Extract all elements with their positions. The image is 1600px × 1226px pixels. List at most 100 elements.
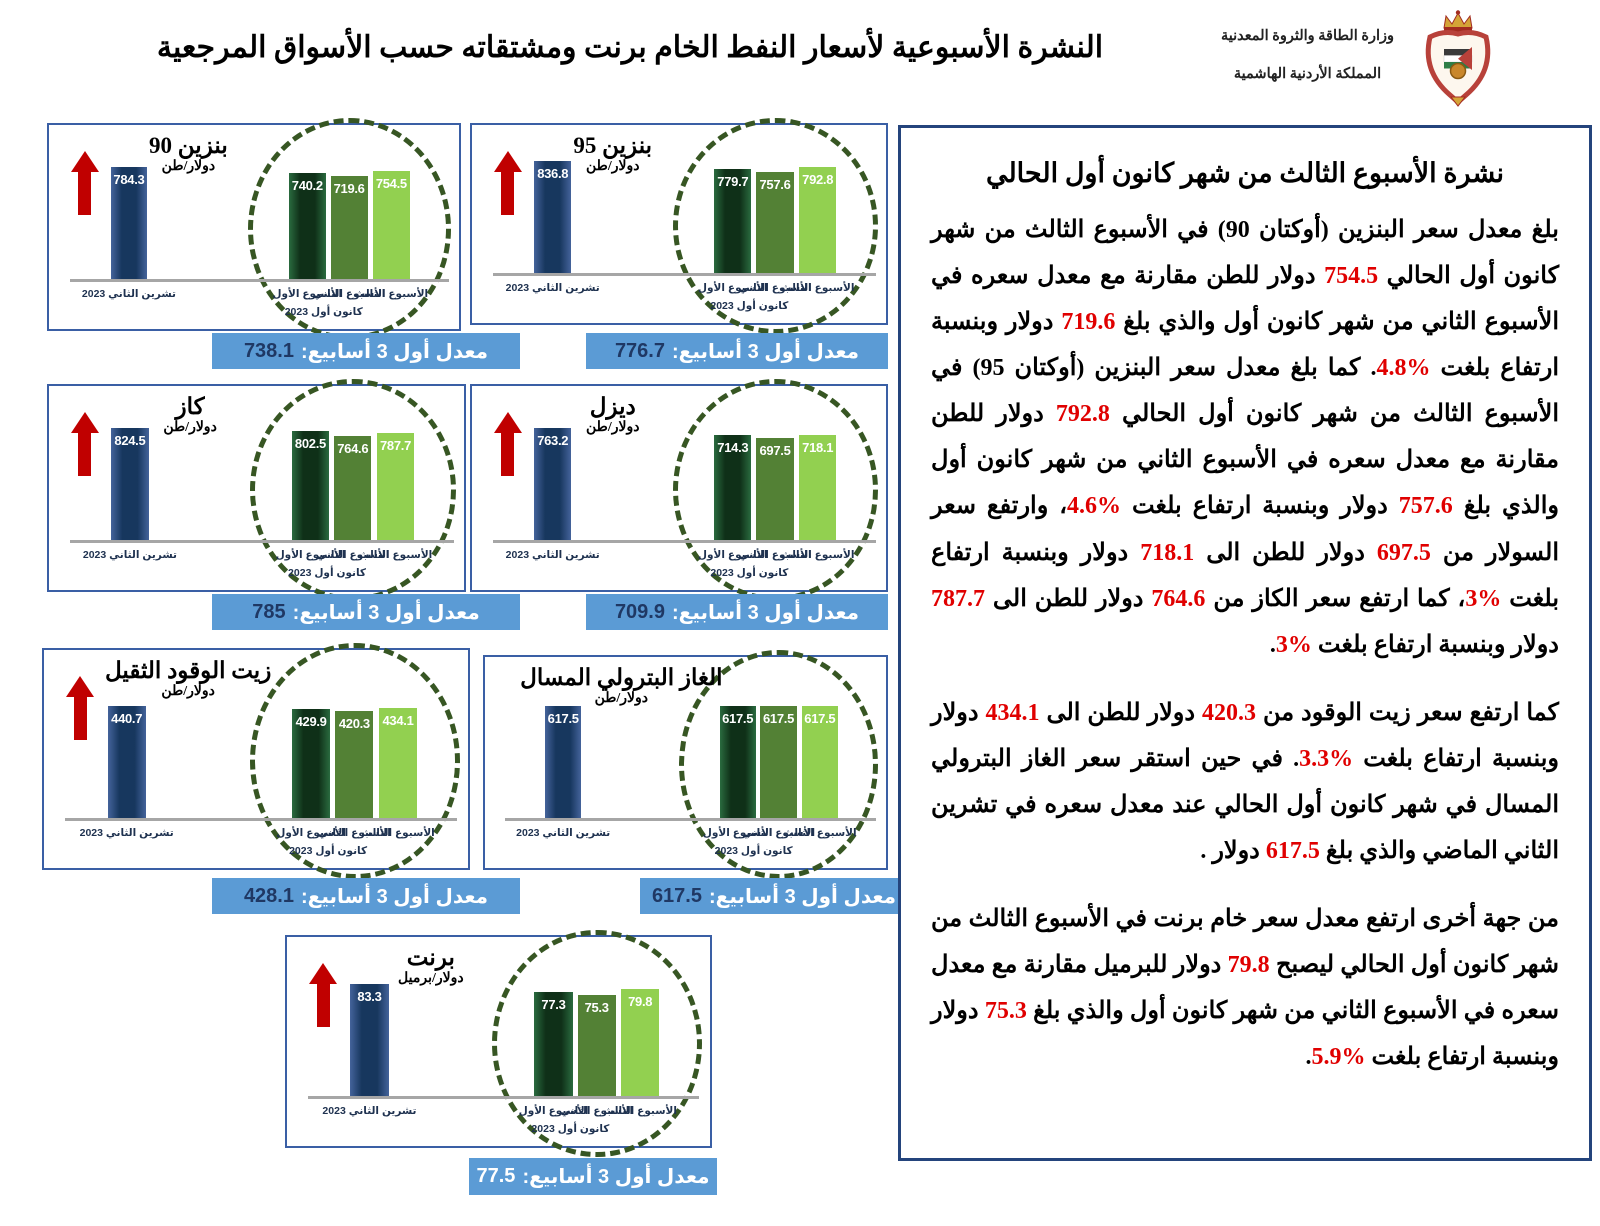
- avg-banner-lpg: معدل أول 3 أسابيع: 617.5: [640, 878, 908, 914]
- bar-value: 83.3: [357, 989, 382, 1004]
- bar-value: 784.3: [113, 172, 145, 187]
- x-label-week-1: الأسبوع الأول: [276, 827, 346, 839]
- panel-paragraph: كما ارتفع سعر زيت الوقود من 420.3 دولار …: [931, 690, 1559, 874]
- bar-week-3: 754.5: [372, 171, 410, 279]
- avg-banner-kerosene: معدل أول 3 أسابيع: 785: [212, 594, 520, 630]
- x-label-week-3: الأسبوع الثالث: [780, 282, 855, 294]
- chart-title: الغاز البترولي المسال دولار/طن: [493, 665, 750, 708]
- x-label-nov: تشرين الثاني 2023: [516, 827, 611, 839]
- highlighted-number: 792.8: [1055, 401, 1110, 428]
- bar-week-2: 697.5: [756, 438, 794, 540]
- highlighted-number: 764.6: [1151, 585, 1206, 612]
- x-label-nov: تشرين الثاني 2023: [82, 549, 177, 561]
- bar-value: 429.9: [295, 714, 327, 729]
- x-label-dec: كانون أول 2023: [288, 567, 367, 579]
- avg-banner-benzene-95: معدل أول 3 أسابيع: 776.7: [586, 333, 888, 369]
- avg-label: معدل أول 3 أسابيع:: [522, 1166, 710, 1188]
- bar-nov: 83.3: [350, 984, 389, 1096]
- x-label-week-1: الأسبوع الأول: [697, 549, 768, 561]
- highlighted-number: 757.6: [1398, 493, 1453, 520]
- x-label-week-2: الأسبوع الثاني: [560, 1105, 634, 1117]
- avg-label: معدل أول 3 أسابيع:: [301, 340, 489, 363]
- x-label-dec: كانون أول 2023: [710, 567, 789, 579]
- chart-unit: دولار/طن: [161, 684, 215, 700]
- bar-value: 802.5: [294, 436, 326, 451]
- bar-week-2: 420.3: [335, 711, 374, 818]
- avg-value: 709.9: [614, 600, 665, 623]
- bar-week-2: 617.5: [760, 706, 797, 818]
- highlighted-number: 617.5: [1265, 838, 1320, 865]
- bar-nov: 440.7: [107, 706, 146, 818]
- bar-value: 617.5: [547, 711, 579, 726]
- paragraph-text: دولار للطن الى: [985, 585, 1152, 612]
- avg-label: معدل أول 3 أسابيع:: [672, 340, 860, 363]
- up-arrow-icon: [308, 963, 338, 1027]
- bar-value: 836.8: [537, 166, 569, 181]
- bar-value: 617.5: [763, 711, 795, 726]
- highlighted-number: 787.7: [931, 585, 985, 612]
- bar-value: 697.5: [759, 443, 791, 458]
- paragraph-text: .: [1305, 1044, 1312, 1071]
- bar-nov: 836.8: [534, 161, 572, 273]
- x-label-week-2: الأسبوع الثاني: [316, 549, 390, 561]
- bar-week-1: 429.9: [292, 709, 331, 818]
- bar-week-2: 764.6: [334, 436, 372, 540]
- bar-week-3: 787.7: [376, 433, 415, 540]
- axis-line: [492, 273, 876, 276]
- x-label-week-2: الأسبوع الثاني: [738, 549, 812, 561]
- x-label-week-1: الأسبوع الأول: [702, 827, 773, 839]
- highlighted-number: %3: [1465, 585, 1502, 612]
- bar-week-1: 779.7: [714, 169, 752, 273]
- bar-week-1: 617.5: [719, 706, 756, 818]
- highlighted-number: 719.6: [1061, 309, 1116, 336]
- bar-value: 79.8: [628, 994, 653, 1009]
- paragraph-text: دولار وبنسبة ارتفاع بلغت: [931, 309, 1560, 382]
- bar-nov: 763.2: [534, 428, 572, 540]
- x-label-nov: تشرين الثاني 2023: [81, 288, 176, 300]
- chart-title: برنت دولار/برميل: [295, 945, 566, 988]
- chart-unit: دولار/طن: [586, 159, 640, 175]
- x-label-week-2: الأسبوع الثاني: [742, 827, 816, 839]
- x-label-week-3: الأسبوع الثالث: [603, 1105, 677, 1117]
- x-label-week-3: الأسبوع الثالث: [358, 549, 433, 561]
- bar-value: 719.6: [333, 181, 365, 196]
- avg-banner-benzene-90: معدل أول 3 أسابيع: 738.1: [212, 333, 520, 369]
- x-label-week-1: الأسبوع الأول: [275, 549, 346, 561]
- avg-value: 738.1: [243, 339, 294, 362]
- highlighted-number: %5.9: [1311, 1044, 1366, 1071]
- chart-unit: دولار/طن: [594, 691, 649, 707]
- x-label-week-3: الأسبوع الثالث: [780, 549, 855, 561]
- bar-week-2: 719.6: [330, 176, 368, 279]
- chart-panel-kerosene: كاز دولار/طن 824.5 802.5 764.6 787.7 تشر…: [47, 379, 466, 601]
- axis-line: [69, 279, 449, 282]
- chart-unit: دولار/طن: [161, 159, 216, 175]
- avg-label: معدل أول 3 أسابيع:: [301, 885, 489, 908]
- bar-week-1: 77.3: [534, 992, 573, 1096]
- paragraph-text: دولار وبنسبة ارتفاع بلغت: [1311, 631, 1559, 658]
- chart-title: بنزين 95 دولار/طن: [480, 133, 745, 176]
- paragraph-text: دولار وبنسبة ارتفاع بلغت: [931, 699, 1560, 772]
- chart-panel-diesel: ديزل دولار/طن 763.2 714.3 697.5 718.1 تش…: [470, 379, 888, 601]
- page-title: النشرة الأسبوعية لأسعار النفط الخام برنت…: [156, 31, 1104, 64]
- summary-heading: نشرة الأسبوع الثالث من شهر كانون أول الح…: [985, 158, 1505, 188]
- bar-nov: 784.3: [110, 167, 148, 279]
- avg-value: 785: [252, 600, 286, 623]
- chart-title: كاز دولار/طن: [57, 394, 323, 437]
- paragraph-text: دولار وبنسبة ارتفاع بلغت: [931, 539, 1559, 612]
- avg-label: معدل أول 3 أسابيع:: [292, 601, 480, 624]
- bar-value: 779.7: [717, 174, 749, 189]
- bar-nov: 824.5: [111, 428, 149, 540]
- bar-value: 792.8: [802, 172, 834, 187]
- paragraph-text: . في حين استقر سعر الغاز البترولي المسال…: [931, 745, 1559, 865]
- bar-value: 440.7: [111, 711, 143, 726]
- paragraph-text: دولار للطن الى: [1039, 699, 1203, 726]
- highlighted-number: 75.3: [984, 998, 1027, 1025]
- up-arrow-icon: [493, 412, 523, 476]
- ministry-name: وزارة الطاقة والثروة المعدنية: [1220, 28, 1395, 44]
- paragraph-text: ، وارتفع سعر السولار من: [931, 493, 1559, 566]
- chart-panel-lpg: الغاز البترولي المسال دولار/طن 617.5 617…: [483, 650, 888, 879]
- chart-panel-heavy-fuel-oil: زيت الوقود الثقيل دولار/طن 440.7 429.9 4…: [42, 643, 470, 879]
- highlighted-number: %4.8: [1376, 355, 1431, 382]
- avg-value: 428.1: [243, 884, 294, 907]
